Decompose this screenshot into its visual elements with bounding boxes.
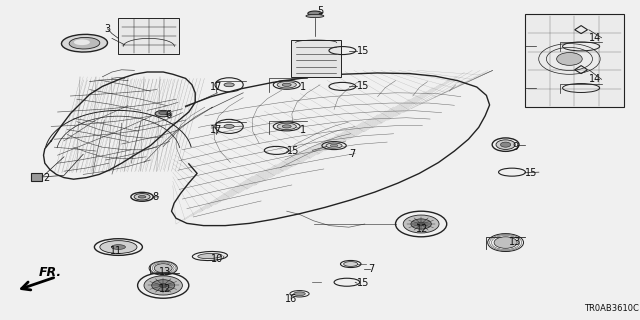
Ellipse shape [155, 110, 172, 117]
Circle shape [557, 52, 582, 65]
Text: 17: 17 [211, 124, 223, 135]
Ellipse shape [198, 253, 222, 259]
Circle shape [154, 264, 172, 273]
Text: 7: 7 [368, 264, 374, 275]
Text: 12: 12 [416, 224, 429, 234]
Ellipse shape [224, 124, 234, 128]
Bar [525, 14, 624, 107]
Text: 17: 17 [211, 82, 223, 92]
Bar [31, 173, 42, 181]
Bar [291, 40, 341, 77]
Text: 15: 15 [525, 168, 537, 178]
Text: 9: 9 [512, 142, 518, 152]
Ellipse shape [69, 37, 100, 49]
Text: TR0AB3610C: TR0AB3610C [584, 304, 639, 313]
Circle shape [159, 284, 167, 287]
Text: 3: 3 [104, 24, 111, 34]
Text: 1: 1 [300, 82, 306, 92]
Ellipse shape [134, 194, 150, 200]
Ellipse shape [308, 11, 322, 16]
Text: 7: 7 [349, 148, 355, 159]
Text: 15: 15 [287, 146, 299, 156]
Ellipse shape [277, 123, 296, 130]
Ellipse shape [138, 196, 146, 198]
Ellipse shape [159, 111, 168, 115]
Text: 14: 14 [589, 74, 601, 84]
Text: FR.: FR. [38, 266, 61, 279]
Ellipse shape [282, 83, 291, 86]
Text: 1: 1 [300, 124, 306, 135]
Circle shape [417, 222, 425, 226]
Text: 10: 10 [211, 253, 223, 264]
Ellipse shape [496, 140, 515, 149]
Ellipse shape [326, 143, 342, 148]
Text: 11: 11 [110, 246, 123, 256]
Ellipse shape [306, 14, 324, 18]
Ellipse shape [100, 241, 137, 253]
Text: 8: 8 [152, 192, 159, 202]
Text: 5: 5 [317, 6, 323, 16]
Ellipse shape [344, 262, 358, 266]
Text: 15: 15 [357, 81, 369, 92]
Ellipse shape [294, 292, 305, 296]
Text: 12: 12 [159, 284, 172, 294]
Ellipse shape [61, 34, 108, 52]
Ellipse shape [330, 144, 338, 147]
Text: 13: 13 [509, 237, 521, 247]
Text: 6: 6 [165, 110, 172, 120]
Circle shape [144, 276, 182, 295]
Ellipse shape [74, 39, 90, 45]
Text: 14: 14 [589, 33, 601, 43]
Ellipse shape [282, 125, 291, 128]
Ellipse shape [277, 82, 296, 88]
Ellipse shape [500, 142, 511, 147]
Text: 15: 15 [357, 278, 369, 288]
Bar [118, 18, 179, 54]
Text: 2: 2 [44, 172, 50, 183]
Ellipse shape [224, 83, 234, 87]
Circle shape [494, 237, 517, 248]
Text: 16: 16 [285, 294, 298, 304]
Circle shape [152, 280, 175, 291]
Text: 13: 13 [159, 267, 172, 277]
Circle shape [411, 219, 431, 229]
Circle shape [403, 215, 439, 233]
Text: 15: 15 [357, 45, 369, 56]
Ellipse shape [111, 244, 125, 250]
